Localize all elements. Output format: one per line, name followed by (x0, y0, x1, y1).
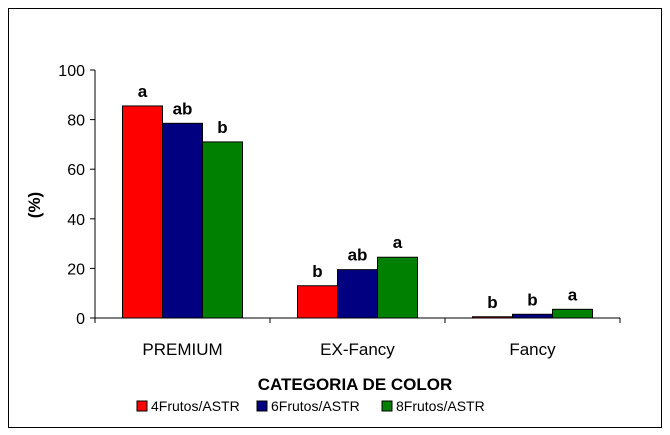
y-tick-label: 40 (67, 212, 85, 229)
data-label: b (487, 293, 497, 312)
bar (512, 313, 553, 319)
y-tick-label: 100 (58, 63, 85, 80)
legend-label: 4Frutos/ASTR (151, 398, 240, 414)
y-axis-title: (%) (25, 192, 44, 218)
y-tick-label: 20 (67, 261, 85, 278)
y-tick-label: 80 (67, 113, 85, 130)
legend-swatch (136, 400, 148, 412)
bar (122, 105, 163, 319)
bar (472, 316, 513, 319)
bar (297, 285, 338, 319)
bar (337, 269, 378, 319)
legend-label: 6Frutos/ASTR (271, 398, 360, 414)
x-tick-label: EX-Fancy (320, 340, 395, 359)
legend-swatch (256, 400, 268, 412)
data-label: ab (173, 99, 193, 118)
bar (162, 122, 203, 319)
data-label: a (568, 285, 578, 304)
legend-label: 8Frutos/ASTR (396, 398, 485, 414)
legend: 4Frutos/ASTR 6Frutos/ASTR 8Frutos/ASTR (136, 398, 485, 414)
bar (202, 141, 243, 319)
bars (122, 105, 593, 319)
legend-swatch (381, 400, 393, 412)
data-label: b (217, 118, 227, 137)
data-label: a (393, 233, 403, 252)
bar (552, 308, 593, 319)
y-tick-label: 0 (76, 311, 85, 328)
data-label: ab (348, 246, 368, 265)
x-tick-label: Fancy (509, 340, 556, 359)
bar (377, 256, 418, 319)
chart-frame (8, 8, 662, 428)
x-axis-title: CATEGORIA DE COLOR (258, 375, 453, 394)
x-tick-label: PREMIUM (142, 340, 222, 359)
data-label: a (138, 82, 148, 101)
data-label: b (527, 290, 537, 309)
y-tick-label: 60 (67, 162, 85, 179)
data-label: b (312, 262, 322, 281)
